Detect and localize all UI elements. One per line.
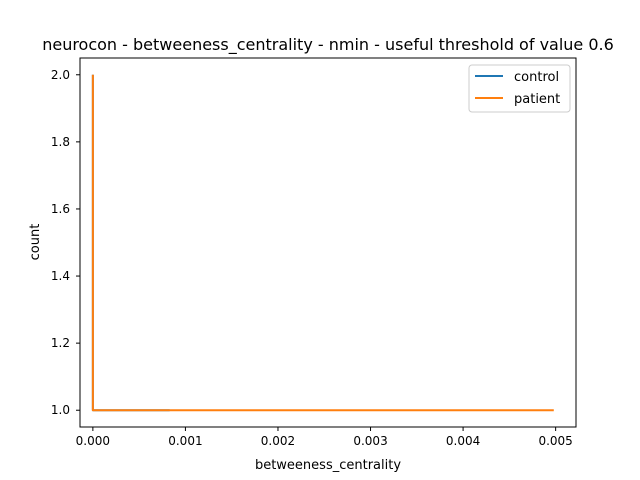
chart-title: neurocon - betweeness_centrality - nmin … [42, 35, 614, 55]
legend-label-patient: patient [514, 92, 560, 107]
y-axis-label: count [28, 224, 43, 261]
x-tick-label: 0.000 [76, 434, 110, 448]
y-tick-label: 1.2 [51, 336, 70, 350]
y-tick-label: 1.0 [51, 403, 70, 417]
y-tick-label: 2.0 [51, 68, 70, 82]
y-tick-label: 1.4 [51, 269, 70, 283]
x-tick-label: 0.001 [168, 434, 202, 448]
y-tick-label: 1.6 [51, 202, 70, 216]
x-tick-label: 0.004 [446, 434, 480, 448]
x-tick-label: 0.005 [538, 434, 572, 448]
series-line-patient [91, 74, 554, 412]
y-tick-label: 1.8 [51, 135, 70, 149]
x-tick-label: 0.002 [261, 434, 295, 448]
y-axis: 1.0 1.2 1.4 1.6 1.8 2.0 [51, 68, 80, 417]
plot-area [79, 57, 577, 428]
series-lines [91, 74, 554, 412]
x-axis-label: betweeness_centrality [255, 458, 401, 473]
x-tick-label: 0.003 [353, 434, 387, 448]
x-axis: 0.000 0.001 0.002 0.003 0.004 0.005 [76, 427, 573, 448]
legend: control patient [468, 64, 571, 113]
legend-label-control: control [514, 70, 559, 85]
